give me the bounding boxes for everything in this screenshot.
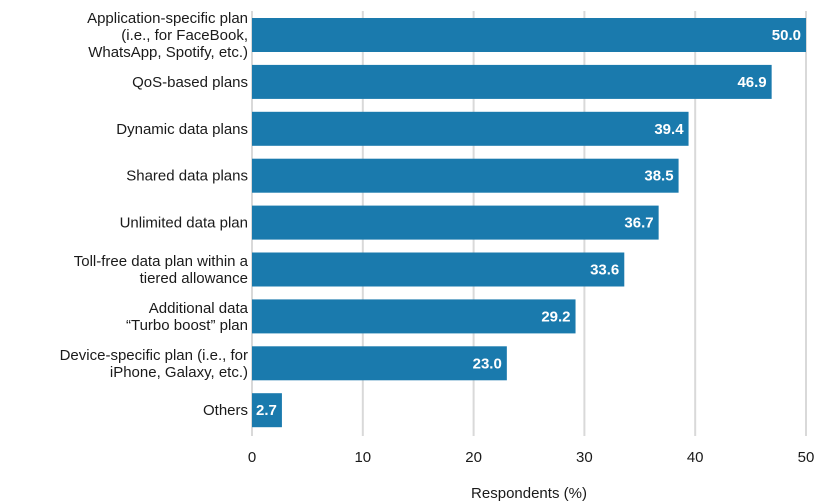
x-tick-label: 20 bbox=[465, 449, 482, 466]
bar bbox=[252, 111, 689, 146]
bar bbox=[252, 64, 772, 99]
x-tick-label: 0 bbox=[248, 449, 256, 466]
category-label: Unlimited data plan bbox=[120, 215, 248, 232]
category-label: Application-specific plan (i.e., for Face… bbox=[87, 10, 248, 61]
data-label: 36.7 bbox=[624, 215, 653, 232]
bar bbox=[252, 252, 625, 287]
bar bbox=[252, 18, 806, 52]
category-label: Shared data plans bbox=[126, 168, 248, 185]
data-label: 50.0 bbox=[772, 27, 801, 44]
bar bbox=[252, 299, 576, 334]
category-label: Dynamic data plans bbox=[116, 121, 248, 138]
category-label: Others bbox=[203, 402, 248, 419]
x-tick-labels: 0 10 20 30 40 50 bbox=[248, 449, 815, 466]
bar bbox=[252, 393, 282, 428]
data-label: 29.2 bbox=[541, 308, 570, 325]
data-label: 39.4 bbox=[654, 121, 684, 138]
bars: 50.0 46.9 39.4 38.5 36.7 33.6 29.2 23.0 2.7 bbox=[252, 18, 806, 428]
x-tick-label: 40 bbox=[687, 449, 704, 466]
x-axis-title: Respondents (%) bbox=[471, 485, 587, 502]
x-tick-label: 50 bbox=[798, 449, 815, 466]
bar bbox=[252, 205, 659, 240]
x-tick-label: 30 bbox=[576, 449, 593, 466]
data-label: 46.9 bbox=[737, 74, 766, 91]
data-label: 33.6 bbox=[590, 262, 619, 279]
category-label: Additional data “Turbo boost” plan bbox=[126, 300, 249, 334]
category-label: Device-specific plan (i.e., for iPhone, G… bbox=[60, 347, 248, 381]
x-tick-label: 10 bbox=[354, 449, 371, 466]
data-label: 38.5 bbox=[644, 168, 673, 185]
bar bbox=[252, 346, 507, 381]
data-label: 2.7 bbox=[256, 402, 277, 419]
bar bbox=[252, 158, 679, 193]
data-label: 23.0 bbox=[473, 355, 502, 372]
category-labels: Application-specific plan (i.e., for Face… bbox=[60, 10, 249, 419]
category-label: Toll-free data plan within a tiered allow… bbox=[74, 253, 249, 287]
category-label: QoS-based plans bbox=[132, 74, 248, 91]
